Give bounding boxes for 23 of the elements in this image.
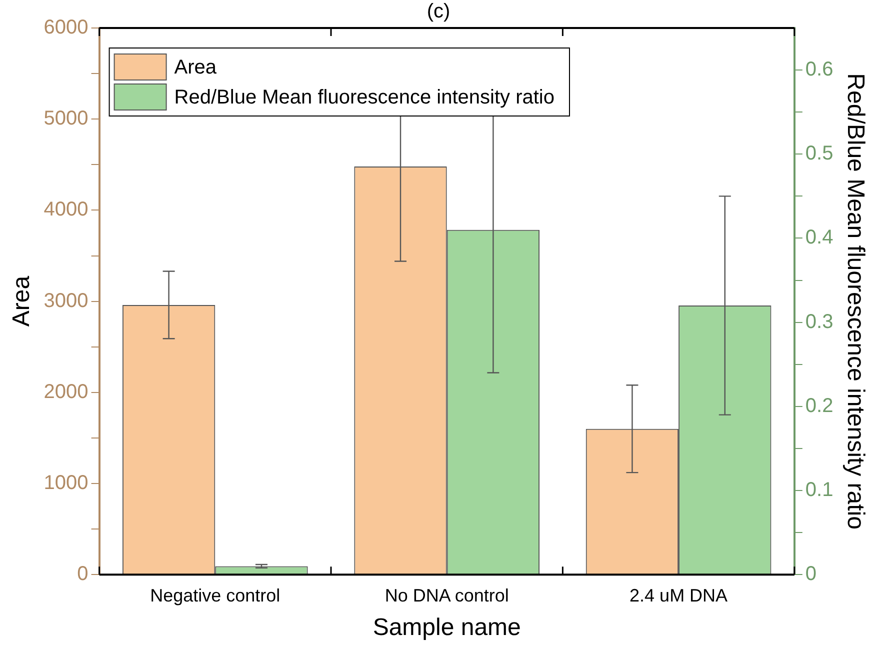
y-tick-label: 1000 (44, 472, 88, 494)
y-tick-label: 6000 (44, 16, 88, 39)
x-tick-label: No DNA control (384, 585, 509, 606)
y2-tick-label: 0.2 (805, 394, 834, 417)
y2-tick-label: 0.3 (805, 310, 834, 333)
x-tick-label: Negative control (150, 585, 280, 606)
y2-axis-title: Red/Blue Mean fluorescence intensity ratio (842, 73, 869, 530)
y-tick-label: 2000 (44, 380, 88, 403)
chart-title: (c) (426, 0, 450, 23)
y2-tick-label: 0.6 (805, 58, 834, 81)
legend-label: Area (174, 56, 218, 79)
y2-tick-label: 0.5 (805, 142, 834, 165)
x-tick-label: 2.4 uM DNA (630, 585, 728, 606)
y2-tick-label: 0 (805, 563, 817, 586)
y-axis-title: Area (8, 275, 36, 327)
y-tick-label: 3000 (44, 290, 88, 312)
y-tick-label: 5000 (44, 108, 88, 130)
y2-tick-label: 0.4 (805, 226, 834, 249)
y-tick-label: 0 (77, 563, 88, 586)
x-axis-title: Sample name (372, 614, 521, 642)
legend-label: Red/Blue Mean fluorescence intensity ratio (174, 86, 555, 109)
y-tick-label: 4000 (44, 198, 88, 221)
y2-tick-label: 0.1 (805, 479, 834, 502)
